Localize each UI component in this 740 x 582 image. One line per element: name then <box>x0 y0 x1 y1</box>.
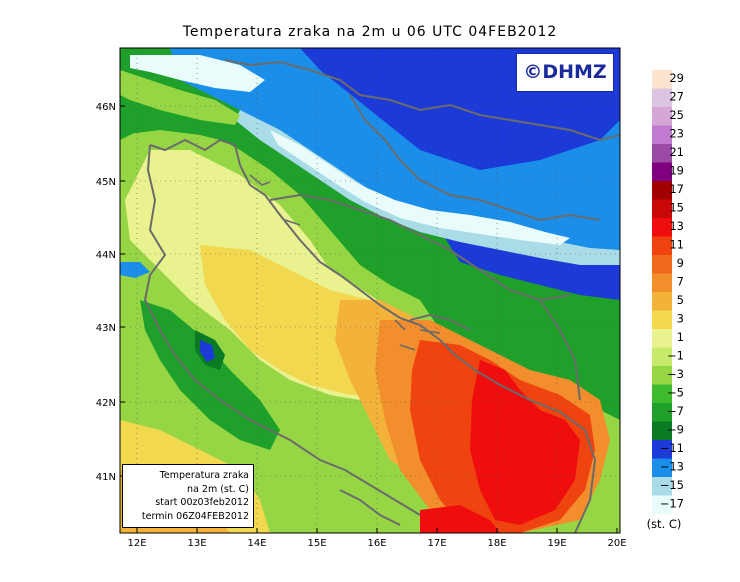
legend-unit: (st. C) <box>647 517 682 531</box>
info-box: Temperatura zraka na 2m (st. C) start 00… <box>122 464 254 528</box>
lightblue-band <box>235 110 620 265</box>
legend-swatch <box>652 125 672 144</box>
italy-green-area <box>140 300 280 450</box>
bottom-red-area <box>420 505 500 533</box>
map-title: Temperatura zraka na 2m u 06 UTC 04FEB20… <box>182 24 558 40</box>
legend-label: −7 <box>667 404 684 418</box>
lon-label: 14E <box>247 538 266 549</box>
lat-label: 41N <box>96 472 116 483</box>
coastlines <box>143 59 620 533</box>
color-legend: 29 27 25 23 21 19 17 15 13 11 9 7 5 3 1 −1 −3 −5 −7 −9 −11 −1… <box>652 70 684 514</box>
legend-label: 5 <box>677 293 684 307</box>
legend-label: 3 <box>677 312 684 326</box>
white-band <box>270 130 570 245</box>
info-line: termin 06Z04FEB2012 <box>141 510 249 522</box>
legend-label: −17 <box>660 497 684 511</box>
legend-label: 19 <box>669 164 684 178</box>
legend-swatch <box>652 477 672 496</box>
legend-label: −15 <box>660 478 684 492</box>
legend-label: 25 <box>669 108 684 122</box>
dhmz-logo: ©DHMZ <box>516 53 614 92</box>
lat-label: 42N <box>96 398 116 409</box>
legend-label: 27 <box>669 90 684 104</box>
legend-swatch <box>652 144 672 163</box>
legend-swatch <box>652 310 672 329</box>
legend-swatch <box>652 70 672 89</box>
legend-label: 11 <box>669 238 684 252</box>
legend-swatch <box>652 329 672 348</box>
legend-swatch <box>652 347 672 366</box>
nw-lightgreen-area <box>120 70 240 125</box>
legend-swatch <box>652 255 672 274</box>
nw-white-area <box>130 55 265 92</box>
legend-label: 13 <box>669 219 684 233</box>
islands <box>249 174 441 351</box>
lat-label: 46N <box>96 102 116 113</box>
legend-swatch <box>652 403 672 422</box>
legend-swatch <box>652 162 672 181</box>
legend-label: 23 <box>669 127 684 141</box>
legend-label: 21 <box>669 145 684 159</box>
graticule <box>120 48 620 533</box>
temperature-field <box>120 48 620 533</box>
legend-swatch <box>652 458 672 477</box>
legend-label: 9 <box>677 256 684 270</box>
east-darkblue-area <box>440 230 620 300</box>
legend-swatch <box>652 107 672 126</box>
legend-swatch <box>652 421 672 440</box>
italy-blue-spot <box>200 340 215 362</box>
legend-label: 29 <box>669 71 684 85</box>
legend-swatch <box>652 495 672 514</box>
legend-swatch <box>652 366 672 385</box>
info-line: na 2m (st. C) <box>187 483 249 495</box>
lon-label: 13E <box>187 538 206 549</box>
legend-swatch <box>652 181 672 200</box>
legend-swatch <box>652 292 672 311</box>
info-line: Temperatura zraka <box>159 470 249 481</box>
legend-swatch <box>652 218 672 237</box>
info-line: start 00z03feb2012 <box>155 497 249 508</box>
legend-label: 15 <box>669 201 684 215</box>
legend-label: 17 <box>669 182 684 196</box>
red-area <box>470 360 580 525</box>
lat-labels: 46N 45N 44N 43N 42N 41N <box>96 102 116 483</box>
legend-swatch <box>652 236 672 255</box>
legend-label: −1 <box>667 349 684 363</box>
lon-label: 15E <box>307 538 326 549</box>
lon-label: 16E <box>367 538 386 549</box>
lon-label: 12E <box>127 538 146 549</box>
legend-label: −3 <box>667 367 684 381</box>
legend-label: 7 <box>677 275 684 289</box>
plot-frame <box>119 47 621 534</box>
lat-label: 44N <box>96 250 116 261</box>
legend-swatch <box>652 88 672 107</box>
legend-label: −9 <box>667 423 684 437</box>
lon-label: 18E <box>487 538 506 549</box>
lat-label: 43N <box>96 323 116 334</box>
legend-swatch <box>652 384 672 403</box>
lat-label: 45N <box>96 177 116 188</box>
lon-label: 19E <box>547 538 566 549</box>
legend-swatch <box>652 199 672 218</box>
italy-coast-blue-strip <box>120 262 150 278</box>
lon-labels: 12E 13E 14E 15E 16E 17E 18E 19E 20E <box>127 538 626 549</box>
legend-label: −13 <box>660 460 684 474</box>
legend-swatch <box>652 440 672 459</box>
legend-swatch <box>652 273 672 292</box>
lon-label: 20E <box>607 538 626 549</box>
legend-label: −5 <box>667 386 684 400</box>
legend-label: −11 <box>660 441 684 455</box>
lon-label: 17E <box>427 538 446 549</box>
legend-label: 1 <box>677 330 684 344</box>
